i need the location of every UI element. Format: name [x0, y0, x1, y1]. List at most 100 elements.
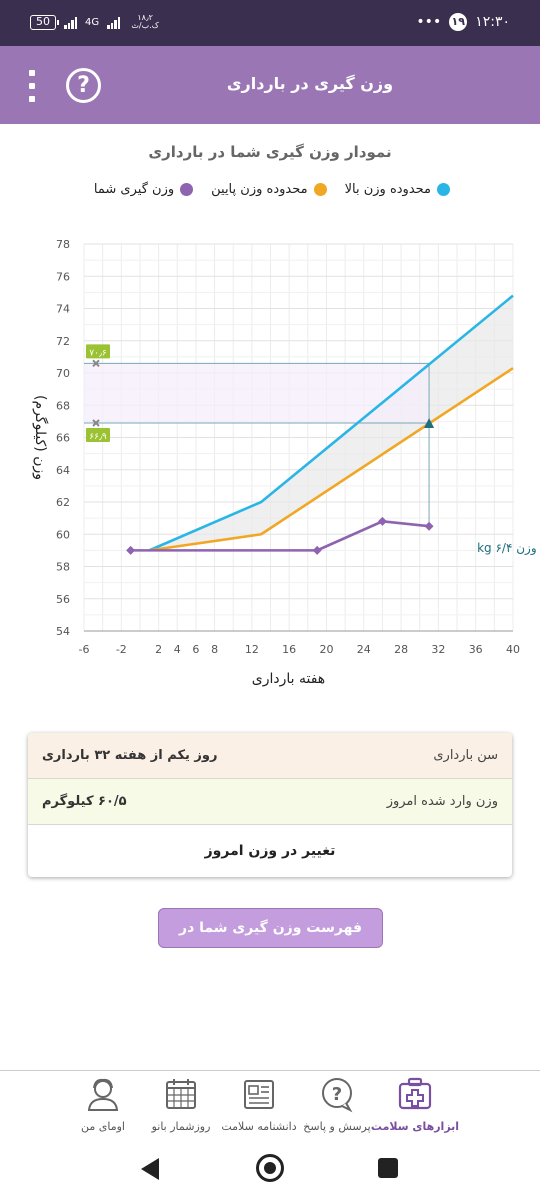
range-high-tag: ۷۰٫۶: [89, 348, 107, 358]
weight-change-label: تغییر در وزن امروز: [204, 843, 336, 859]
x-tick-label: 28: [394, 643, 408, 656]
y-tick-label: 68: [56, 399, 70, 412]
page-title: وزن گیری در بارداری: [226, 74, 394, 93]
calendar-icon: [166, 1079, 196, 1109]
health-tools-icon: [398, 1077, 432, 1110]
series-line-yours: [130, 520, 430, 552]
clock: ۱۲:۳۰: [475, 14, 510, 30]
y-tick-label: 64: [56, 464, 70, 477]
data-point-yours: [424, 521, 434, 531]
y-tick-label: 54: [56, 625, 70, 638]
newspaper-icon: [244, 1080, 274, 1109]
legend-label-yours: وزن گیری شما: [93, 182, 175, 197]
pregnancy-age-row: سن بارداری روز یکم از هفته ۳۲ بارداری: [28, 733, 512, 779]
deficit-annotation: کمبود وزن ۶/۴ kg: [477, 541, 540, 556]
y-tick-label: 60: [56, 528, 70, 541]
x-axis-label: هفته بارداری: [252, 671, 325, 687]
nav-encyclopedia[interactable]: دانشنامه سلامت: [214, 1075, 304, 1133]
x-tick-label: 16: [282, 643, 296, 656]
x-tick-label: -6: [79, 643, 90, 656]
y-tick-label: 56: [56, 593, 70, 606]
series-line-upper: [148, 294, 514, 552]
notification-badge: ۱۹: [449, 13, 468, 31]
nav-label-questions: پرسش و پاسخ: [303, 1120, 371, 1133]
net-speed: ۱۸٫۲ ک.ب/ث: [131, 13, 159, 30]
signal-icon-2: [107, 16, 121, 29]
range-low-tag-bg: [86, 427, 110, 442]
range-low-tag: ۶۶٫۹: [89, 432, 107, 442]
x-tick-label: 40: [506, 643, 520, 656]
chart-title: نمودار وزن گیری شما در بارداری: [148, 143, 392, 161]
chart-legend: محدوده وزن بالا محدوده وزن پایین وزن گیر…: [94, 182, 450, 197]
y-tick-label: 58: [56, 561, 70, 574]
network-label: 4G: [85, 16, 100, 28]
legend-item-lower: محدوده وزن پایین: [211, 182, 327, 197]
nav-profile[interactable]: اومای من: [58, 1075, 148, 1133]
network-type: 4G: [85, 16, 100, 28]
x-tick-label: 2: [155, 643, 162, 656]
x-tick-label: 20: [319, 643, 333, 656]
legend-dot-upper: [437, 183, 450, 196]
more-dots: •••: [416, 14, 442, 30]
nav-label-calendar: روزشمار بانو: [151, 1120, 211, 1133]
legend-dot-yours: [180, 183, 194, 196]
data-point-yours: [377, 516, 387, 526]
nav-health-tools[interactable]: ابزارهای سلامت: [370, 1075, 460, 1133]
current-range-band: [84, 363, 430, 423]
today-weight-value: ۶۰/۵ کیلوگرم: [42, 794, 127, 809]
x-tick-label: 24: [357, 643, 371, 656]
battery-indicator: 50: [30, 14, 59, 30]
x-tick-label: -2: [116, 643, 127, 656]
legend-item-yours: وزن گیری شما: [93, 182, 194, 197]
weight-list-button[interactable]: فهرست وزن گیری شما در بارداری: [158, 908, 383, 974]
y-tick-label: 74: [56, 303, 70, 316]
lower-bound-marker: [424, 417, 435, 428]
y-tick-label: 72: [56, 335, 70, 348]
svg-text:?: ?: [332, 1084, 342, 1105]
overflow-menu-icon[interactable]: [24, 70, 40, 102]
y-axis-label: وزن (کیلوگرم): [32, 395, 49, 480]
legend-dot-lower: [313, 183, 327, 196]
bottom-navigation: ابزارهای سلامت ? پرسش و پاسخ دانشنامه سل…: [0, 1070, 540, 1138]
today-weight-label: وزن وارد شده امروز: [386, 794, 498, 809]
nav-questions[interactable]: ? پرسش و پاسخ: [292, 1075, 382, 1133]
question-bubble-icon: ?: [322, 1078, 353, 1113]
x-tick-label: 6: [192, 643, 199, 656]
status-bar: 50 4G ۱۸٫۲ ک.ب/ث ••• ۱۹ ۱۲:۳۰: [0, 0, 540, 46]
app-bar: ? وزن گیری در بارداری: [0, 46, 540, 124]
y-tick-label: 66: [56, 432, 70, 445]
x-tick-label: 32: [431, 643, 445, 656]
data-point-yours: [312, 545, 322, 555]
range-high-marker: [92, 359, 100, 368]
user-profile-icon: [87, 1078, 119, 1111]
weight-change-row[interactable]: تغییر در وزن امروز: [28, 825, 512, 877]
x-tick-label: 12: [245, 643, 259, 656]
x-tick-label: 4: [174, 643, 181, 656]
legend-label-upper: محدوده وزن بالا: [344, 182, 431, 197]
data-point-yours: [126, 545, 136, 555]
recent-apps-icon[interactable]: [378, 1158, 398, 1178]
help-button[interactable]: ?: [66, 68, 101, 103]
pregnancy-age-value: روز یکم از هفته ۳۲ بارداری: [42, 748, 218, 763]
status-right: ••• ۱۹ ۱۲:۳۰: [416, 13, 510, 31]
y-tick-label: 76: [56, 270, 70, 283]
x-tick-label: 36: [469, 643, 483, 656]
nav-calendar[interactable]: روزشمار بانو: [136, 1075, 226, 1133]
range-low-marker: [92, 419, 100, 427]
y-tick-label: 70: [56, 367, 70, 380]
nav-label-health-tools: ابزارهای سلامت: [370, 1120, 460, 1133]
home-icon[interactable]: [256, 1154, 284, 1182]
pregnancy-age-label: سن بارداری: [433, 748, 498, 763]
nav-label-profile: اومای من: [81, 1120, 125, 1133]
range-high-tag-bg: [86, 344, 110, 359]
back-icon[interactable]: [141, 1158, 159, 1180]
y-tick-label: 78: [56, 238, 70, 251]
system-navigation: [0, 1138, 540, 1200]
nav-label-encyclopedia: دانشنامه سلامت: [221, 1120, 297, 1133]
today-weight-row: وزن وارد شده امروز ۶۰/۵ کیلوگرم: [28, 779, 512, 825]
legend-label-lower: محدوده وزن پایین: [211, 182, 308, 197]
legend-item-upper: محدوده وزن بالا: [345, 182, 450, 197]
signal-icon: [64, 16, 77, 29]
y-tick-label: 62: [56, 496, 70, 509]
